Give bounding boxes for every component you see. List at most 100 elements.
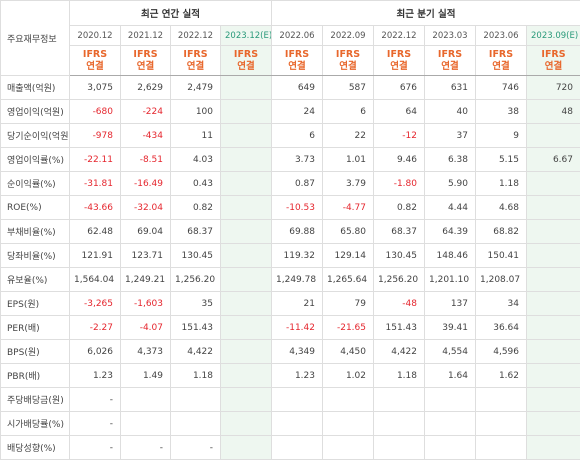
table-cell: 1,201.10 — [424, 267, 476, 292]
table-cell: 151.43 — [170, 315, 221, 340]
table-cell: 0.82 — [373, 195, 425, 220]
table-cell: -16.49 — [120, 171, 171, 196]
row-label: 시가배당률(%) — [0, 411, 70, 436]
table-cell: 4,422 — [373, 339, 425, 364]
table-cell: -978 — [69, 123, 121, 148]
table-cell — [220, 411, 272, 436]
ifrs-label: IFRS — [284, 48, 310, 60]
ifrs-consolidated-label: IFRS 연결 — [120, 45, 171, 76]
table-cell — [526, 339, 580, 364]
table-cell — [220, 195, 272, 220]
table-cell: -4.07 — [120, 315, 171, 340]
table-cell: -4.77 — [322, 195, 374, 220]
row-label: PBR(배) — [0, 363, 70, 388]
table-cell: -12 — [373, 123, 425, 148]
table-cell: 9 — [475, 123, 527, 148]
table-cell: 64.39 — [424, 219, 476, 244]
table-cell: -43.66 — [69, 195, 121, 220]
table-cell: 64 — [373, 99, 425, 124]
table-cell: 5.15 — [475, 147, 527, 172]
table-cell — [220, 363, 272, 388]
period-header: 2022.12 — [373, 25, 425, 46]
row-label: 매출액(억원) — [0, 75, 70, 100]
table-cell: 1.23 — [69, 363, 121, 388]
table-cell: 720 — [526, 75, 580, 100]
table-cell — [220, 123, 272, 148]
row-label: 부채비율(%) — [0, 219, 70, 244]
corner-label: 주요재무정보 — [0, 0, 70, 76]
table-cell — [373, 411, 425, 436]
table-cell — [526, 195, 580, 220]
consolidated-label: 연결 — [86, 60, 104, 72]
ifrs-consolidated-label: IFRS 연결 — [69, 45, 121, 76]
table-cell: 130.45 — [170, 243, 221, 268]
table-cell: 1.01 — [322, 147, 374, 172]
table-cell — [220, 339, 272, 364]
ifrs-label: IFRS — [133, 48, 158, 60]
table-cell — [526, 123, 580, 148]
period-header: 2022.09 — [322, 25, 374, 46]
table-cell: 129.14 — [322, 243, 374, 268]
row-label: 당기순이익(억원) — [0, 123, 70, 148]
table-cell: 1.18 — [475, 171, 527, 196]
row-label: PER(배) — [0, 315, 70, 340]
table-cell: - — [120, 435, 171, 460]
table-cell: 1.02 — [322, 363, 374, 388]
table-cell — [526, 267, 580, 292]
table-cell — [271, 387, 323, 412]
table-cell: 4,373 — [120, 339, 171, 364]
ifrs-consolidated-label: IFRS 연결 — [220, 45, 272, 76]
period-header: 2022.12 — [170, 25, 221, 46]
table-row: 유보율(%) 1,564.04 1,249.21 1,256.20 1,249.78 1,… — [0, 267, 580, 292]
table-cell: -32.04 — [120, 195, 171, 220]
table-cell: 1,265.64 — [322, 267, 374, 292]
table-cell: 121.91 — [69, 243, 121, 268]
table-cell: 1.62 — [475, 363, 527, 388]
table-cell: 1,564.04 — [69, 267, 121, 292]
table-row: 주당배당금(원) - — [0, 387, 580, 412]
table-cell: -10.53 — [271, 195, 323, 220]
table-cell: 38 — [475, 99, 527, 124]
table-cell: 68.37 — [170, 219, 221, 244]
period-header: 2023.06 — [475, 25, 527, 46]
table-cell — [220, 147, 272, 172]
table-cell: 649 — [271, 75, 323, 100]
table-cell: 3,075 — [69, 75, 121, 100]
table-cell: 4.44 — [424, 195, 476, 220]
table-cell: 1.49 — [120, 363, 171, 388]
table-cell: -48 — [373, 291, 425, 316]
ifrs-consolidated-label: IFRS 연결 — [424, 45, 476, 76]
ifrs-label: IFRS — [541, 48, 566, 60]
table-cell: -31.81 — [69, 171, 121, 196]
ifrs-consolidated-label: IFRS 연결 — [271, 45, 323, 76]
period-header: 2023.12(E) — [220, 25, 272, 46]
table-cell: 137 — [424, 291, 476, 316]
table-cell — [220, 291, 272, 316]
table-row: 당좌비율(%) 121.91 123.71 130.45 119.32 129.14 130… — [0, 243, 580, 268]
table-cell: -224 — [120, 99, 171, 124]
table-cell: 1.23 — [271, 363, 323, 388]
table-cell: 62.48 — [69, 219, 121, 244]
table-cell: 34 — [475, 291, 527, 316]
table-cell: 3.79 — [322, 171, 374, 196]
table-cell: 11 — [170, 123, 221, 148]
table-row: 영업이익(억원) -680 -224 100 24 6 64 40 38 48 — [0, 99, 580, 124]
table-row: 매출액(억원) 3,075 2,629 2,479 649 587 676 631 746 720 — [0, 75, 580, 100]
row-label: 순이익률(%) — [0, 171, 70, 196]
table-cell: 2,629 — [120, 75, 171, 100]
table-cell: 48 — [526, 99, 580, 124]
table-header: 주요재무정보 최근 연간 실적 최근 분기 실적 2020.12 2021.12 2… — [0, 0, 580, 76]
table-cell: -8.51 — [120, 147, 171, 172]
table-cell: 676 — [373, 75, 425, 100]
table-cell: 24 — [271, 99, 323, 124]
table-cell — [220, 267, 272, 292]
table-cell: 37 — [424, 123, 476, 148]
period-header: 2021.12 — [120, 25, 171, 46]
table-cell: 6,026 — [69, 339, 121, 364]
table-cell: -22.11 — [69, 147, 121, 172]
table-row: ROE(%) -43.66 -32.04 0.82 -10.53 -4.77 0.82 4.4… — [0, 195, 580, 220]
table-cell: 35 — [170, 291, 221, 316]
consolidated-label: 연결 — [237, 60, 255, 72]
table-row: BPS(원) 6,026 4,373 4,422 4,349 4,450 4,422 4,55… — [0, 339, 580, 364]
table-cell: 1,208.07 — [475, 267, 527, 292]
